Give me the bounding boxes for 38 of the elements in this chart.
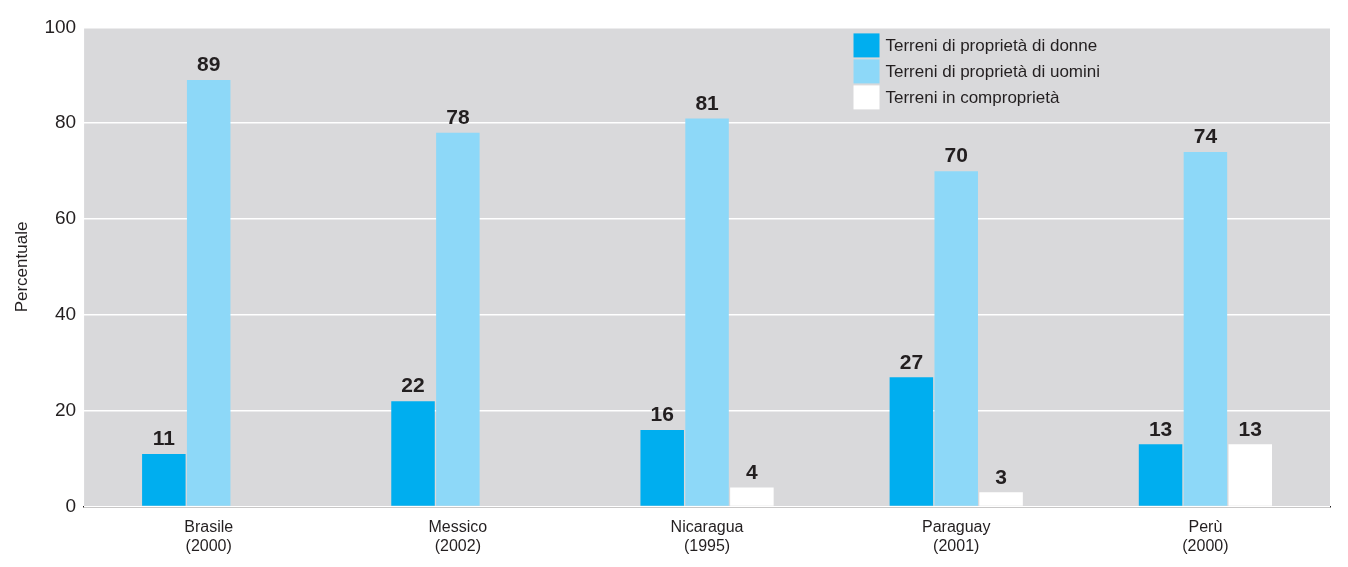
- data-label: 11: [152, 426, 176, 450]
- data-label: 27: [899, 349, 924, 373]
- bar: [1138, 444, 1183, 506]
- data-label: 13: [1148, 416, 1173, 440]
- x-tick-label: Messico (2002): [428, 517, 488, 554]
- y-axis-title: Percentuale: [11, 221, 31, 313]
- data-label: 78: [446, 105, 470, 129]
- bar: [186, 80, 231, 506]
- bar: [889, 377, 934, 506]
- x-tick-label: Perù (2000): [1182, 517, 1229, 554]
- data-label: 16: [650, 402, 674, 426]
- x-tick-label: Brasile (2000): [184, 517, 234, 554]
- data-label: 89: [197, 52, 221, 76]
- data-label: 22: [401, 373, 425, 397]
- x-tick-label: Nicaragua (1995): [670, 517, 744, 554]
- x-tick-label: Paraguay (2001): [921, 517, 991, 554]
- bar: [934, 171, 978, 506]
- legend-label: Terreni in comproprietà: [885, 88, 1060, 108]
- bar: [1183, 151, 1228, 506]
- bar: [640, 429, 684, 506]
- data-label: 4: [746, 459, 759, 483]
- data-label: 3: [995, 464, 1007, 488]
- bar: [685, 118, 729, 506]
- y-tick-label: 100: [44, 15, 77, 37]
- bar: [436, 132, 480, 506]
- y-tick-label: 80: [54, 111, 77, 133]
- bar: [391, 401, 435, 506]
- data-label: 81: [695, 90, 720, 114]
- y-tick-label: 0: [65, 494, 77, 516]
- y-tick-label: 60: [54, 207, 77, 229]
- bar: [142, 453, 186, 506]
- y-tick-label: 40: [54, 303, 77, 325]
- legend-label: Terreni di proprietà di uomini: [885, 62, 1101, 82]
- data-label: 13: [1238, 416, 1262, 440]
- data-label: 74: [1193, 124, 1218, 148]
- y-tick-label: 20: [54, 398, 77, 420]
- legend-label: Terreni di proprietà di donne: [885, 36, 1098, 56]
- data-label: 70: [944, 143, 968, 167]
